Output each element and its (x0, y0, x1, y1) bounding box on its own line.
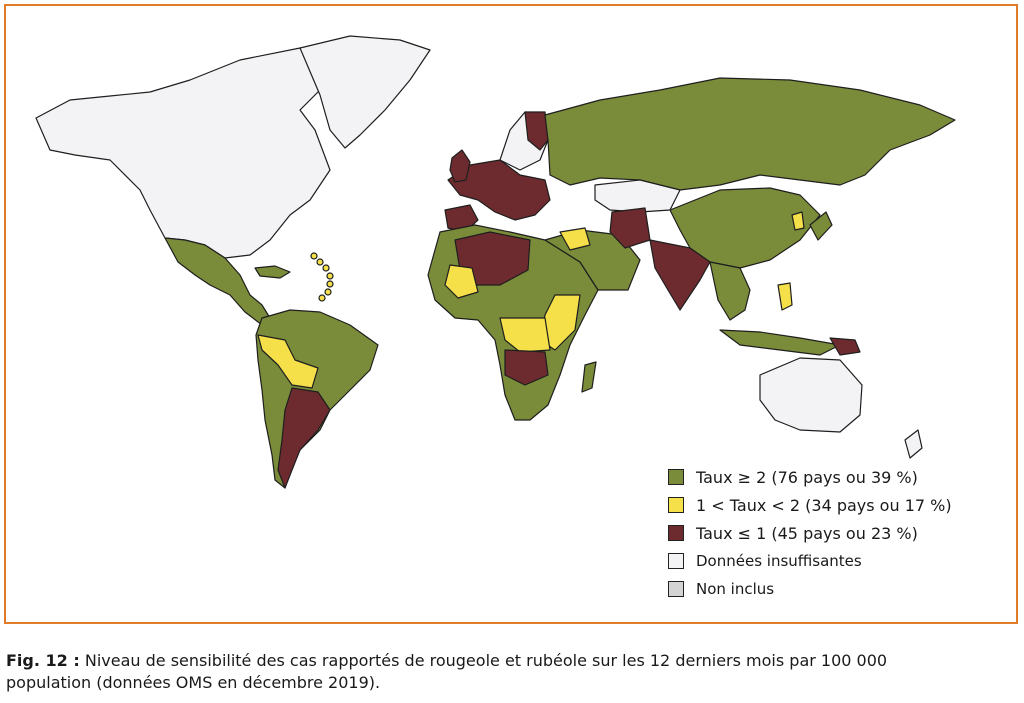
region-kazakhstan (594, 179, 681, 213)
region-europe (447, 159, 551, 221)
region-india (649, 239, 711, 311)
region-australia (759, 357, 863, 433)
region-korea (791, 211, 805, 231)
legend-label-low: Taux ≤ 1 (45 pays ou 23 %) (696, 523, 918, 543)
region-finland (524, 111, 549, 151)
figure-number: Fig. 12 : (6, 651, 80, 670)
region-png (829, 337, 861, 356)
figure-caption: Fig. 12 : Niveau de sensibilité des cas … (6, 650, 1020, 694)
legend-not-included: Non inclus (668, 575, 952, 603)
region-southeast-asia (709, 261, 751, 321)
region-saudi (559, 227, 591, 251)
legend-swatch-not-included (668, 581, 684, 597)
region-indonesia (719, 329, 841, 356)
legend-swatch-low (668, 525, 684, 541)
region-russia (544, 77, 956, 191)
region-argentina (277, 387, 331, 489)
legend-label-not-included: Non inclus (696, 580, 775, 598)
legend-swatch-high (668, 469, 684, 485)
region-east-africa (539, 294, 581, 351)
legend-label-mid: 1 < Taux < 2 (34 pays ou 17 %) (696, 495, 952, 515)
region-iran (609, 207, 651, 249)
legend-low: Taux ≤ 1 (45 pays ou 23 %) (668, 519, 952, 547)
region-philippines (777, 282, 793, 311)
caption-text-line2: population (données OMS en décembre 2019… (6, 673, 381, 692)
caption-text-line1: Niveau de sensibilité des cas rapportés … (84, 651, 888, 670)
region-china (669, 187, 821, 269)
legend-insufficient: Données insuffisantes (668, 547, 952, 575)
region-uk (449, 149, 471, 183)
legend-swatch-mid (668, 497, 684, 513)
legend-swatch-insufficient (668, 553, 684, 569)
legend-label-high: Taux ≥ 2 (76 pays ou 39 %) (696, 467, 918, 487)
legend: Taux ≥ 2 (76 pays ou 39 %) 1 < Taux < 2 … (668, 463, 952, 603)
legend-high: Taux ≥ 2 (76 pays ou 39 %) (668, 463, 952, 491)
region-greenland (299, 35, 431, 149)
legend-mid: 1 < Taux < 2 (34 pays ou 17 %) (668, 491, 952, 519)
region-caribbean (254, 265, 291, 279)
region-sahel (444, 264, 479, 299)
region-north-america (35, 47, 331, 259)
legend-label-insufficient: Données insuffisantes (696, 552, 862, 570)
region-japan (809, 211, 833, 241)
region-drc (504, 349, 549, 386)
region-new-zealand (904, 429, 923, 459)
world-map (35, 35, 956, 489)
region-madagascar (581, 361, 597, 393)
region-peru (257, 334, 319, 389)
